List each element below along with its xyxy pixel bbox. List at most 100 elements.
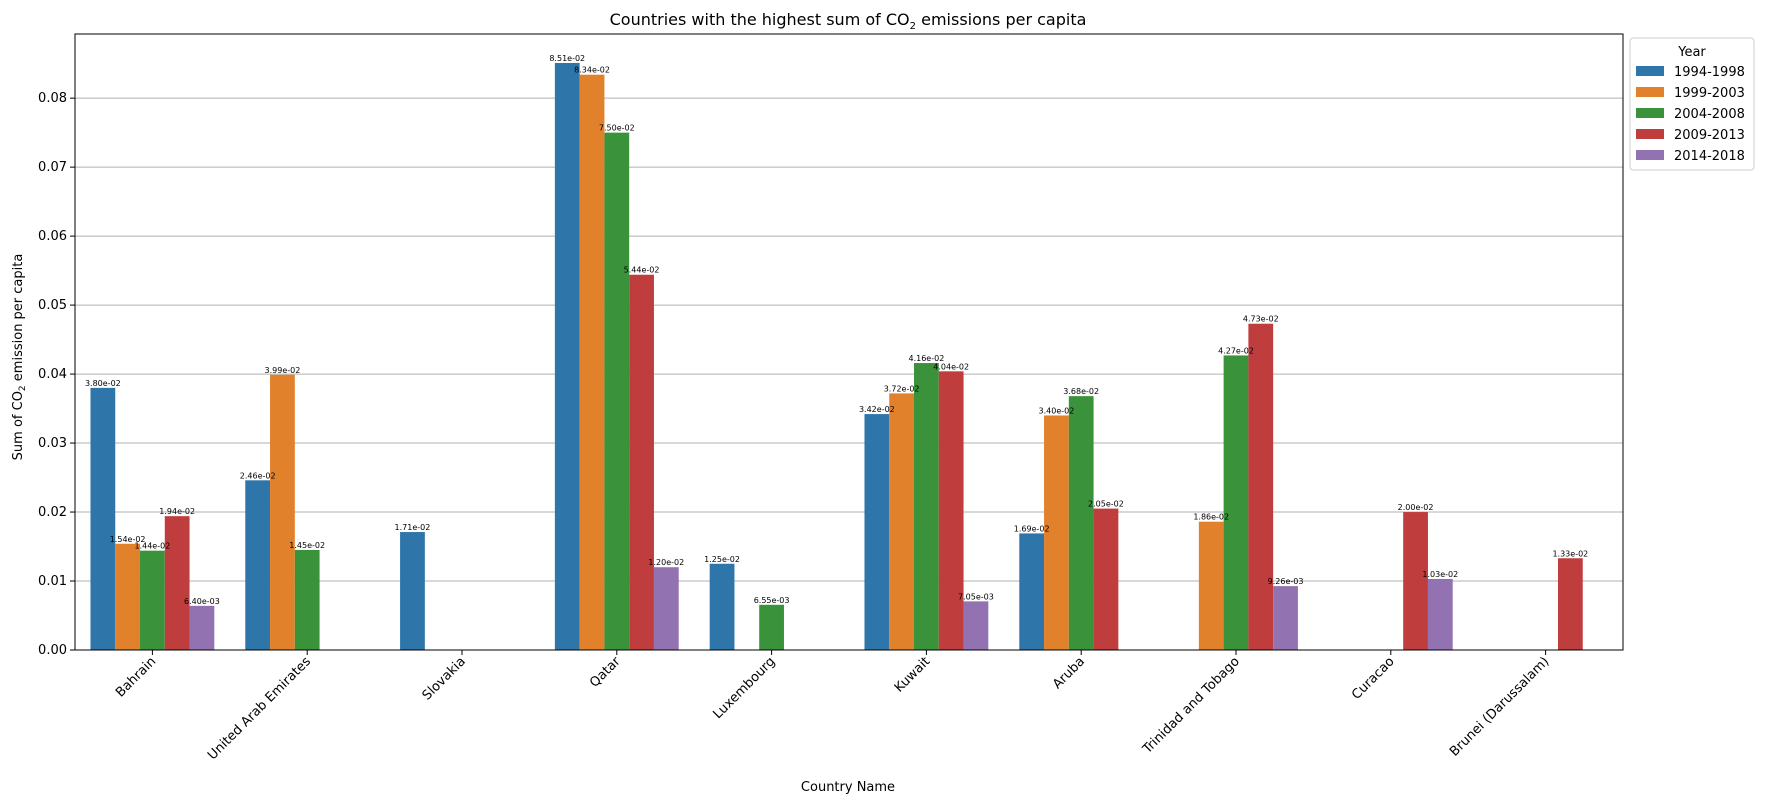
legend-swatch bbox=[1636, 150, 1664, 160]
bar bbox=[1068, 396, 1094, 650]
bar bbox=[1557, 558, 1583, 650]
data-label: 3.42e-02 bbox=[859, 405, 895, 414]
data-label: 1.33e-02 bbox=[1552, 549, 1588, 558]
y-axis-label-subscript: 2 bbox=[18, 385, 28, 391]
legend-entry: 1999-2003 bbox=[1674, 86, 1745, 101]
data-label: 1.03e-02 bbox=[1422, 570, 1458, 579]
bar bbox=[759, 604, 784, 650]
bar bbox=[579, 74, 605, 650]
y-tick-label: 0.08 bbox=[38, 91, 67, 106]
data-label: 6.40e-03 bbox=[184, 597, 220, 606]
y-tick-label: 0.03 bbox=[38, 436, 67, 451]
x-axis-label: Country Name bbox=[801, 780, 895, 795]
legend-title: Year bbox=[1677, 45, 1706, 60]
data-label: 4.16e-02 bbox=[908, 354, 944, 363]
data-label: 8.34e-02 bbox=[574, 66, 610, 75]
bar bbox=[864, 414, 890, 650]
bar bbox=[164, 516, 190, 650]
legend-swatch bbox=[1636, 129, 1664, 139]
bar bbox=[1093, 508, 1119, 650]
data-label: 8.51e-02 bbox=[549, 54, 585, 63]
bar bbox=[629, 274, 654, 650]
y-tick-label: 0.01 bbox=[38, 574, 67, 589]
y-axis: 0.00 0.01 0.02 0.03 0.04 0.05 0.06 0.07 0.08 bbox=[38, 91, 75, 658]
data-label: 1.25e-02 bbox=[704, 555, 740, 564]
data-label: 3.40e-02 bbox=[1039, 406, 1075, 415]
bar bbox=[1044, 415, 1069, 650]
legend-entry: 2009-2013 bbox=[1674, 128, 1745, 143]
bar bbox=[1248, 323, 1274, 650]
legend-entry: 1994-1998 bbox=[1674, 65, 1745, 80]
data-label: 1.69e-02 bbox=[1014, 524, 1050, 533]
legend: Year 1994-1998 1999-2003 2004-2008 2009-2013… bbox=[1629, 37, 1755, 171]
legend-swatch bbox=[1636, 66, 1664, 76]
legend-swatch bbox=[1636, 108, 1664, 118]
bar bbox=[140, 550, 165, 650]
bar bbox=[1019, 533, 1045, 650]
x-tick-label: Trinidad and Tobago bbox=[1139, 654, 1242, 757]
x-tick-label: Brunei (Darussalam) bbox=[1447, 654, 1552, 759]
data-label: 9.26e-03 bbox=[1268, 577, 1304, 586]
bar bbox=[245, 480, 271, 650]
y-tick-label: 0.00 bbox=[38, 643, 67, 658]
data-label: 1.71e-02 bbox=[395, 523, 431, 532]
bar bbox=[963, 601, 989, 650]
data-label: 1.54e-02 bbox=[110, 535, 146, 544]
data-label: 7.05e-03 bbox=[958, 592, 994, 601]
data-label: 1.86e-02 bbox=[1193, 513, 1229, 522]
x-tick-label: Bahrain bbox=[113, 654, 159, 700]
bar bbox=[90, 387, 116, 650]
data-label: 3.72e-02 bbox=[884, 384, 920, 393]
bar bbox=[1403, 512, 1428, 650]
data-label: 4.73e-02 bbox=[1243, 315, 1279, 324]
data-label: 5.44e-02 bbox=[624, 266, 660, 275]
data-label: 4.27e-02 bbox=[1218, 346, 1254, 355]
data-label: 6.55e-03 bbox=[754, 596, 790, 605]
bar bbox=[938, 371, 964, 650]
x-tick-label: Slovakia bbox=[420, 654, 469, 703]
bar bbox=[189, 605, 215, 650]
bar bbox=[653, 567, 679, 650]
legend-entry: 2004-2008 bbox=[1674, 107, 1745, 122]
bar bbox=[400, 532, 425, 650]
x-tick-label: Luxembourg bbox=[711, 654, 779, 722]
y-tick-label: 0.05 bbox=[38, 298, 67, 313]
bar bbox=[889, 393, 915, 650]
x-tick-label: Aruba bbox=[1050, 654, 1088, 692]
data-label: 3.68e-02 bbox=[1063, 387, 1099, 396]
x-axis: Bahrain United Arab Emirates Slovakia Qatar… bbox=[113, 650, 1552, 763]
bar bbox=[270, 374, 295, 650]
bar bbox=[1198, 521, 1224, 650]
plot-frame bbox=[74, 33, 1624, 651]
x-tick-label: Kuwait bbox=[892, 654, 933, 695]
bar bbox=[115, 543, 141, 650]
bar bbox=[294, 549, 320, 650]
data-label: 2.05e-02 bbox=[1088, 500, 1124, 509]
chart-title-subscript: 2 bbox=[910, 21, 916, 32]
y-axis-label: Sum of CO2 emission per capita bbox=[11, 254, 28, 461]
data-label: 1.94e-02 bbox=[159, 507, 195, 516]
bars bbox=[90, 62, 1583, 651]
legend-swatch bbox=[1636, 87, 1664, 97]
data-labels: 3.80e-02 1.54e-021.44e-02 1.94e-02 6.40e-03… bbox=[85, 54, 1588, 606]
y-tick-label: 0.04 bbox=[38, 367, 67, 382]
y-tick-label: 0.06 bbox=[38, 229, 67, 244]
chart-title: Countries with the highest sum of CO2 em… bbox=[610, 10, 1087, 32]
x-tick-label: Curacao bbox=[1349, 654, 1398, 703]
bar bbox=[1427, 578, 1453, 650]
data-label: 3.80e-02 bbox=[85, 379, 121, 388]
bar bbox=[1273, 586, 1298, 650]
x-tick-label: Qatar bbox=[587, 654, 624, 691]
data-label: 1.20e-02 bbox=[648, 558, 684, 567]
bar bbox=[604, 132, 630, 651]
data-label: 3.99e-02 bbox=[265, 366, 301, 375]
bar bbox=[554, 62, 580, 651]
data-label: 4.04e-02 bbox=[933, 362, 969, 371]
data-label: 1.44e-02 bbox=[134, 542, 170, 551]
y-tick-label: 0.07 bbox=[38, 160, 67, 175]
legend-entry: 2014-2018 bbox=[1674, 149, 1745, 164]
data-label: 7.50e-02 bbox=[599, 124, 635, 133]
y-tick-label: 0.02 bbox=[38, 505, 67, 520]
